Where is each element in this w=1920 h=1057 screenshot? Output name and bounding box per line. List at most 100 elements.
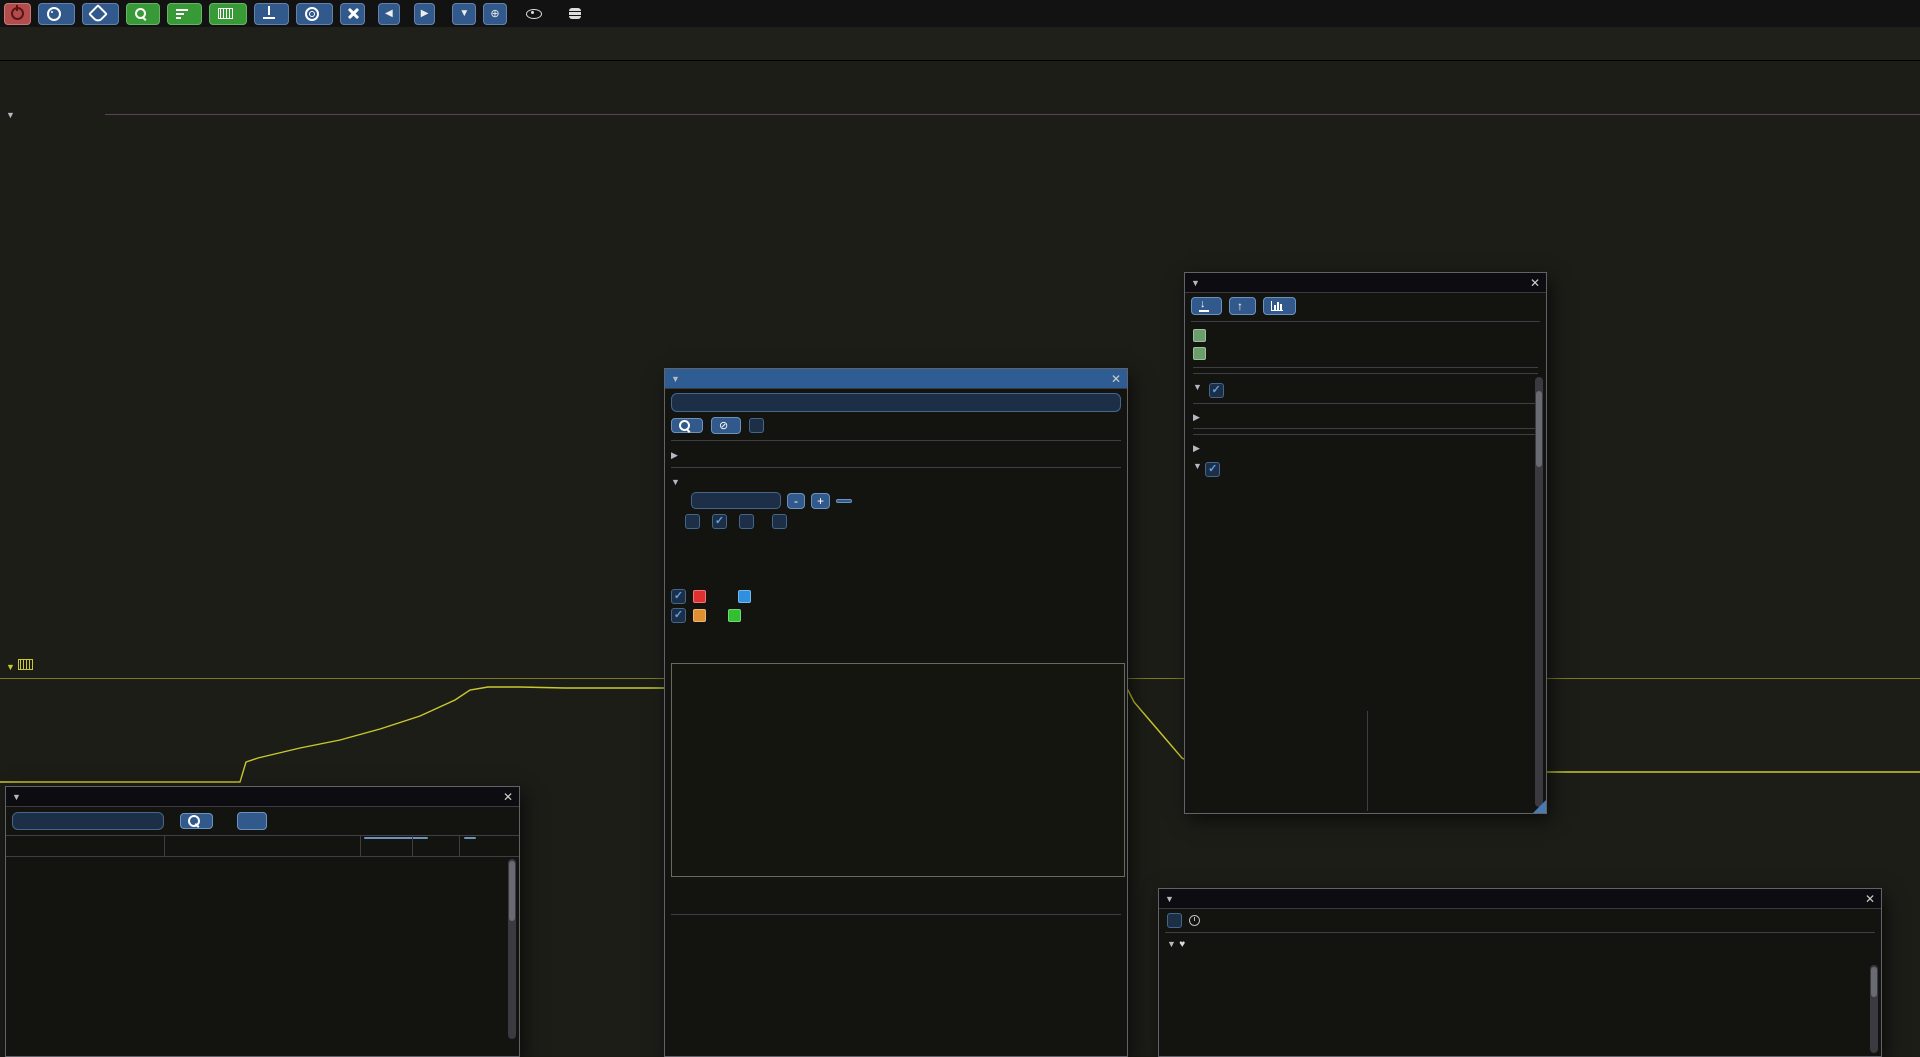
close-icon[interactable]: ✕ [1529,275,1540,290]
cpu-header-line [105,114,1920,115]
collapse-icon[interactable]: ▼ [1167,939,1176,949]
no-icon [188,815,200,827]
statistics-scrollbar[interactable] [508,859,516,1039]
col-mtpc[interactable] [464,837,476,839]
frame-row[interactable] [0,88,1920,106]
group-children-checkbox[interactable] [1205,462,1221,477]
avg-swatch [693,590,706,603]
go-to-parent-button[interactable]: ↑ [1229,297,1256,315]
statistics-button[interactable] [1263,297,1296,315]
collapse-icon[interactable]: ▼ [671,477,680,487]
collapse-icon[interactable]: ▼ [12,791,21,802]
cumulate-time-checkbox[interactable] [739,514,754,529]
close-icon[interactable]: ✕ [1864,891,1875,906]
statistics-button[interactable] [167,2,202,25]
close-icon[interactable]: ✕ [1110,371,1121,386]
group-avg-swatch [693,609,706,622]
zoom-to-zone-button[interactable] [1191,297,1222,315]
compare-button[interactable] [254,2,289,25]
find-zone-button[interactable] [126,2,160,25]
expand-icon[interactable]: ▶ [1193,443,1200,453]
cpu-usage-graph [0,122,1920,162]
clock-icon [1189,915,1200,926]
memory-usage-header[interactable]: ▼ [6,659,33,673]
collapse-icon[interactable]: ▼ [1191,277,1200,288]
zone-info-scrollbar[interactable] [1535,377,1543,807]
fingerprint-icon [305,6,319,21]
expand-icon[interactable]: ▶ [671,450,678,460]
self-time-checkbox[interactable] [772,514,787,529]
wrench-icon [347,8,358,19]
time-ruler[interactable] [0,60,1920,88]
find-button[interactable] [671,418,703,433]
filter-input[interactable] [12,812,164,830]
tag-icon [88,3,108,24]
goto-frame-button[interactable]: ⊕ [483,2,507,25]
memory-plot-line [0,686,1920,783]
increment-button[interactable]: + [811,492,831,509]
close-icon[interactable]: ✕ [502,789,513,804]
scales-icon [263,6,275,19]
info-button[interactable] [296,2,333,25]
frame-overview[interactable] [0,27,1920,61]
col-counts[interactable] [416,837,428,839]
time-relative-checkbox[interactable] [1208,383,1224,398]
memory-scrollbar[interactable] [1870,965,1878,1053]
options-overflow-button[interactable] [237,812,267,830]
messages-button[interactable] [82,2,119,25]
next-frame-button[interactable]: ▶ [413,2,436,25]
collapse-icon[interactable]: ▼ [1193,382,1202,392]
collapse-icon[interactable]: ▼ [1193,461,1202,471]
zone-info-titlebar[interactable]: ▼ ✕ [1185,273,1546,293]
zoom-to-zone-icon [1199,298,1209,312]
statistics-window: ▼ ✕ [5,786,520,1057]
eye-icon [525,8,542,19]
crosshair-icon: ⊕ [490,8,500,20]
collapse-icon[interactable]: ▼ [1165,893,1174,904]
ignore-case-checkbox[interactable] [749,418,765,433]
clear-filter-button[interactable] [180,813,213,829]
options-button[interactable] [38,2,75,25]
search-input[interactable] [671,393,1121,412]
cpu-data-header[interactable]: ▼ [6,110,15,120]
median-swatch [738,590,751,603]
tools-button[interactable] [340,2,365,25]
reset-button[interactable] [836,498,853,503]
search-icon [135,8,146,19]
decrement-button[interactable]: - [787,492,805,509]
memory-button[interactable] [209,2,247,25]
search-icon [679,420,690,431]
restrict-time-checkbox[interactable] [1167,913,1182,928]
right-arrow-icon: ▶ [420,8,429,19]
find-zone-window: ▼ ✕ ⊘ ▶ ▼ - + [664,368,1128,1057]
toolbar: ◀ ▶ ▼ ⊕ [0,0,1920,27]
no-icon: ⊘ [719,420,729,432]
log-values-checkbox[interactable] [685,514,700,529]
memory-titlebar[interactable]: ▼ ✕ [1159,889,1881,909]
histogram-axis [671,877,1123,895]
min-bin-input[interactable] [691,492,781,509]
layers-icon [568,8,581,19]
sort-bars-icon [176,8,188,19]
histogram-plot[interactable] [671,663,1125,877]
thread-color-chip [1193,347,1206,360]
prev-frame-button[interactable]: ◀ [378,2,400,25]
collapse-icon[interactable]: ▼ [671,373,680,384]
log-time-checkbox[interactable] [712,514,727,529]
left-arrow-icon: ◀ [385,8,393,19]
up-arrow-icon: ↑ [1237,299,1243,313]
gear-icon [47,6,61,21]
zone-info-window: ▼✕ ↑ ▼ [1184,272,1547,814]
power-button[interactable] [4,2,31,25]
frame-menu-button[interactable]: ▼ [452,2,477,25]
resize-grip[interactable] [1533,800,1546,813]
draw-avg-median-checkbox[interactable] [671,589,686,604]
clear-button[interactable]: ⊘ [711,417,742,434]
expand-icon[interactable]: ▶ [1193,412,1200,422]
statistics-titlebar[interactable]: ▼ ✕ [6,787,519,807]
find-zone-titlebar[interactable]: ▼ ✕ [665,369,1127,389]
view-span [525,8,548,19]
draw-group-checkbox[interactable] [671,608,686,623]
group-median-swatch [728,609,741,622]
